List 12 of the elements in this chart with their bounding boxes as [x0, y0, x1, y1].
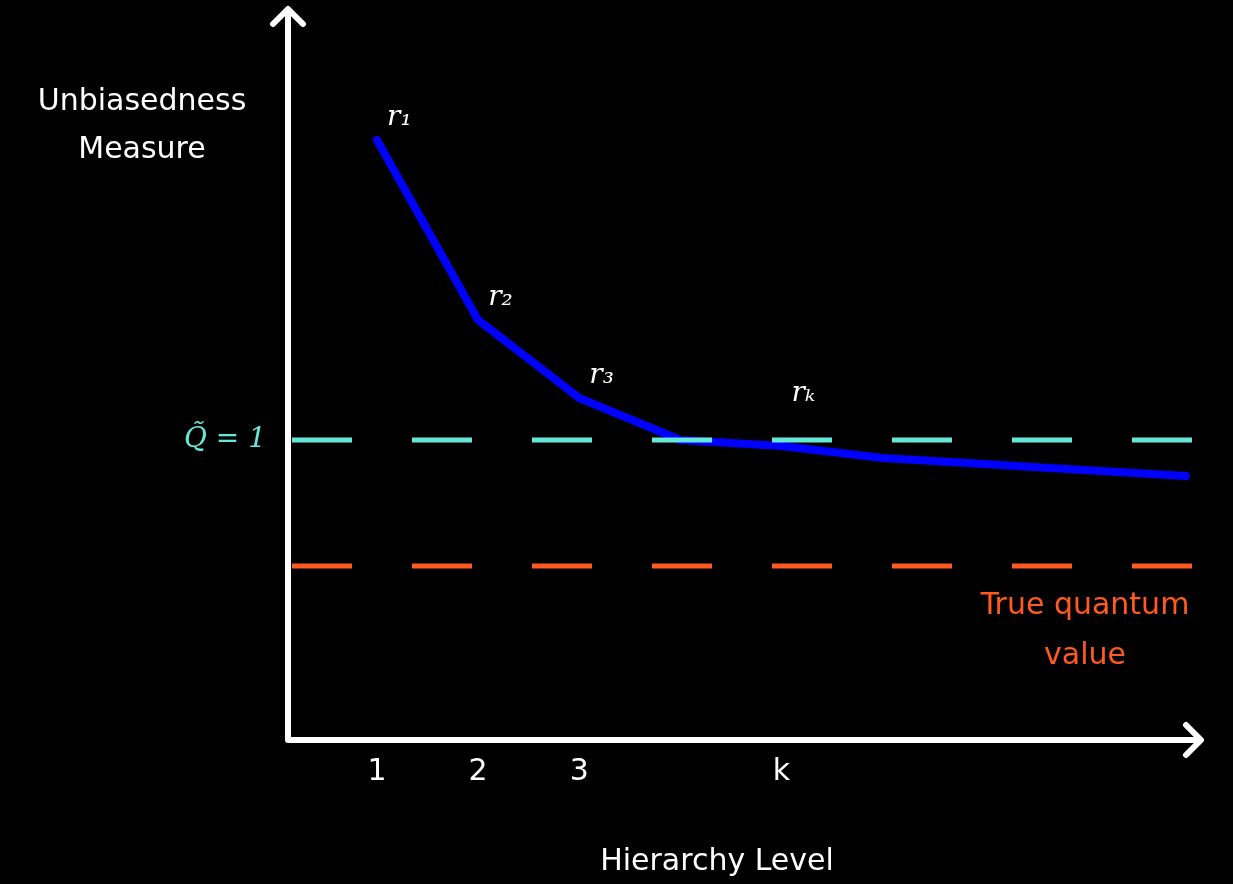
annotation: r₁ [387, 99, 412, 133]
annotation: r₂ [488, 279, 513, 313]
x-tick-label: 3 [569, 751, 589, 787]
y-axis-title: Unbiasedness Measure [37, 81, 247, 165]
x-axis-title: Hierarchy Level [600, 841, 834, 877]
x-tick-label: 2 [468, 751, 488, 787]
ref-line-label: True quantum value [979, 585, 1190, 671]
x-tick-label: 1 [367, 751, 387, 787]
ref-line-label: Q̃ = 1 [183, 421, 266, 455]
annotation: rₖ [791, 375, 816, 409]
annotation: r₃ [589, 357, 614, 391]
x-tick-label: k [772, 751, 791, 787]
